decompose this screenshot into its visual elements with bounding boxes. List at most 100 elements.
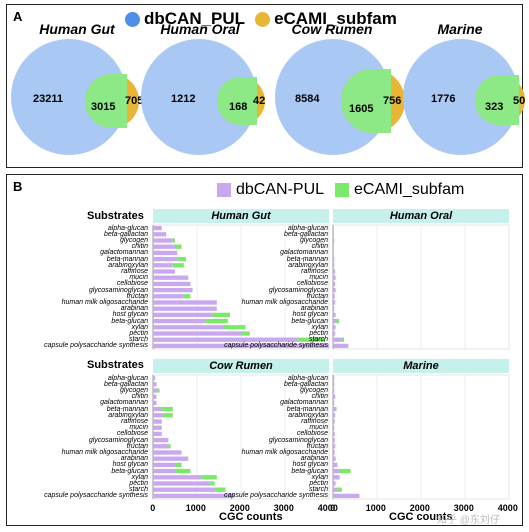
watermark: 知乎 @东刘仔 xyxy=(437,515,500,526)
venn-title-cow-rumen: Cow Rumen xyxy=(291,21,373,37)
category-label: glycogen xyxy=(299,387,328,394)
category-label: alpha-glucan xyxy=(287,224,328,232)
bar-segment xyxy=(153,400,157,406)
category-label: beta-mannan xyxy=(286,255,328,263)
bar-segment xyxy=(333,312,336,318)
category-label: fructan xyxy=(306,442,328,450)
legend-label-dbcan: dbCAN_PUL xyxy=(144,9,246,28)
category-label: arabinoxylan xyxy=(288,261,328,269)
bar-segment xyxy=(333,281,336,287)
bar-segment xyxy=(153,312,213,318)
legend-label-dbcan: dbCAN-PUL xyxy=(236,181,325,198)
category-label: host glycan xyxy=(292,461,328,469)
category-label: mucin xyxy=(129,274,148,282)
x-tick-label: 1000 xyxy=(365,503,386,513)
category-label: beta-glucan xyxy=(111,467,148,475)
legend-swatch-dbcan xyxy=(217,183,231,197)
category-label: pectin xyxy=(129,480,148,487)
bar-segment xyxy=(175,468,191,474)
bar-segment xyxy=(333,287,336,293)
category-label: glycosaminoglycan xyxy=(268,286,328,294)
venn-value-only-ecami: 50 xyxy=(513,95,526,107)
category-label: capsule polysaccharide synthesis xyxy=(44,342,148,350)
bar-segment xyxy=(153,394,157,399)
venn-overlap xyxy=(475,75,519,125)
bar-segment xyxy=(333,425,335,430)
bar-segment xyxy=(333,244,334,249)
facet-header: Human Oral xyxy=(333,209,509,223)
bar-segment xyxy=(153,481,211,486)
category-label: chitin xyxy=(311,393,328,401)
category-label: fructan xyxy=(306,292,328,300)
venn-overlap xyxy=(217,77,257,125)
bar-segment xyxy=(210,481,215,486)
category-label: glycogen xyxy=(119,387,148,394)
category-label: host glycan xyxy=(112,461,148,469)
bar-segment xyxy=(333,269,336,274)
panel-b: B dbCAN-PUL eCAMI_subfam Substrates Subs… xyxy=(6,174,523,526)
bar-segment xyxy=(333,481,336,486)
bar-segment xyxy=(333,456,336,461)
bar-segment xyxy=(333,419,335,424)
category-label: xylan xyxy=(311,323,328,331)
bar-segment xyxy=(333,413,336,418)
bar-segment xyxy=(298,337,325,342)
venn-value-overlap: 323 xyxy=(485,101,504,113)
x-tick-label: 2000 xyxy=(409,503,430,513)
bar-segment xyxy=(153,437,169,443)
venn-title-human-oral: Human Oral xyxy=(160,21,240,37)
bar-segment xyxy=(214,487,226,492)
category-label: starch xyxy=(128,336,148,344)
panel-a-label: A xyxy=(13,9,23,24)
category-label: glycogen xyxy=(299,237,328,244)
bar-segment xyxy=(153,456,189,461)
bar-segment xyxy=(153,419,162,424)
bar-segment xyxy=(168,444,171,449)
bar-segment xyxy=(153,244,175,249)
legend-label-ecami: eCAMI_subfam xyxy=(354,181,465,198)
bar-segment xyxy=(153,337,299,342)
category-label: capsule polysaccharide synthesis xyxy=(44,492,148,500)
bar-segment xyxy=(333,275,336,280)
venn-value-overlap: 168 xyxy=(229,101,248,113)
facet-header: Cow Rumen xyxy=(153,359,329,373)
bar-segment xyxy=(153,468,175,474)
venn-overlap xyxy=(341,69,391,133)
category-label: capsule polysaccharide synthesis xyxy=(224,492,328,500)
x-tick-label: 3000 xyxy=(453,503,474,513)
bar-segment xyxy=(333,250,334,256)
substrates-header-top: Substrates xyxy=(87,210,144,222)
x-tick-label: 3000 xyxy=(273,503,294,513)
bar-segment xyxy=(153,343,329,349)
bar-segment xyxy=(153,450,182,455)
facet-plot xyxy=(332,224,510,350)
bar-segment xyxy=(333,437,335,443)
bar-segment xyxy=(153,413,164,418)
venn-value-only-pul: 1776 xyxy=(431,93,456,105)
bar-segment xyxy=(153,250,178,256)
bar-segment xyxy=(333,475,340,480)
bar-segment xyxy=(205,318,228,324)
category-label: alpha-glucan xyxy=(107,224,148,232)
category-label: beta-mannan xyxy=(106,255,148,263)
venn-value-only-ecami: 705 xyxy=(125,95,144,107)
category-label: fructan xyxy=(126,292,148,300)
category-label: human milk oligosaccharide xyxy=(61,299,148,306)
x-tick-label: 4000 xyxy=(497,503,518,513)
category-label: xylan xyxy=(131,323,148,331)
bar-segment xyxy=(153,269,175,274)
category-label: human milk oligosaccharide xyxy=(241,299,328,306)
bar-segment xyxy=(153,281,191,287)
x-tick-label: 4000 xyxy=(317,503,338,513)
panel-b-label: B xyxy=(13,179,23,194)
facet-header: Human Gut xyxy=(153,209,329,223)
venn-marine: 1776 323 50 xyxy=(399,29,525,169)
category-label: galactomannan xyxy=(280,399,328,407)
bar-segment xyxy=(333,263,335,268)
category-label: chitin xyxy=(131,393,148,401)
category-label: human milk oligosaccharide xyxy=(241,449,328,456)
bar-segment xyxy=(333,232,334,237)
bar-segment xyxy=(333,331,336,336)
bar-segment xyxy=(333,450,335,455)
bar-segment xyxy=(333,382,335,387)
